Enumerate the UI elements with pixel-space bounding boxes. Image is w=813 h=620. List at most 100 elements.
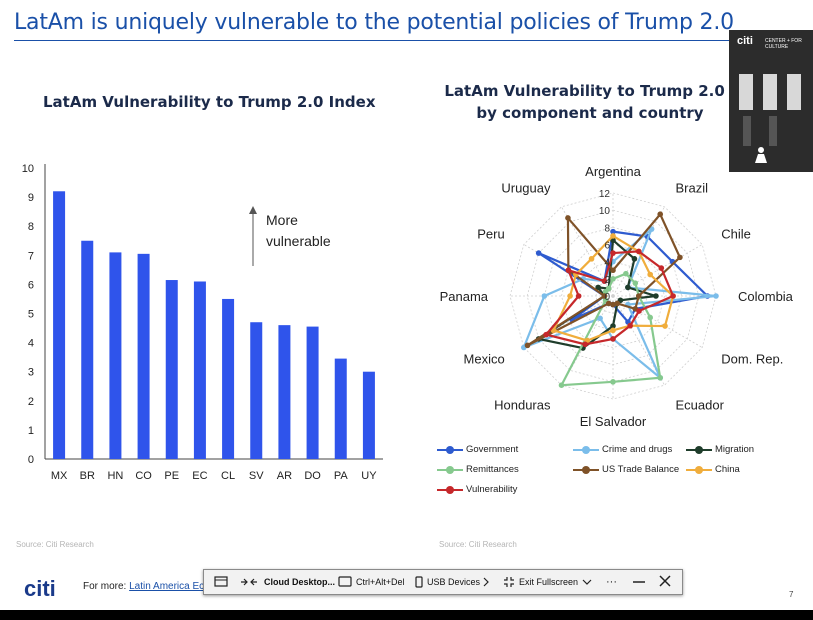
usb-devices-button[interactable]: USB Devices — [427, 577, 481, 587]
legend-label: Government — [466, 444, 519, 455]
x-tick-label: PE — [164, 470, 179, 482]
x-tick-label: PA — [334, 470, 349, 482]
radar-tick-label: 8 — [604, 223, 610, 234]
y-tick-label: 9 — [28, 192, 34, 204]
more-options-button[interactable]: ··· — [606, 576, 617, 588]
chevron-down-icon[interactable] — [581, 570, 593, 594]
legend-item: Remittances — [437, 464, 519, 475]
x-tick-label: UY — [361, 470, 377, 482]
radar-point — [535, 250, 542, 256]
legend-item: China — [686, 464, 740, 475]
radar-point — [610, 267, 616, 274]
radar-point — [635, 248, 642, 255]
radar-grid-ring — [509, 192, 717, 400]
footer-more-prefix: For more: — [83, 581, 130, 592]
bar — [109, 252, 122, 459]
radar-tick-label: 10 — [599, 206, 611, 217]
video-window — [763, 74, 777, 110]
radar-axis-label: Mexico — [464, 352, 505, 367]
radar-point — [582, 341, 588, 348]
radar-point — [601, 278, 608, 284]
radar-grid-ring — [561, 244, 665, 348]
pin-arrows-icon[interactable] — [240, 570, 258, 594]
exit-fullscreen-icon — [504, 577, 514, 587]
radar-tick-label: 4 — [604, 258, 610, 269]
radar-point — [565, 267, 572, 274]
radar-point — [647, 271, 653, 278]
bar — [278, 325, 291, 459]
radar-point — [658, 265, 665, 271]
legend-swatch — [686, 465, 712, 474]
legend-label: Migration — [715, 444, 755, 455]
radar-point — [605, 300, 612, 307]
source-left: Source: Citi Research — [16, 540, 94, 549]
x-tick-label: BR — [80, 470, 95, 482]
arrow-head-icon — [249, 206, 257, 214]
annotation-text-line2: vulnerable — [266, 233, 331, 249]
citi-logo: citi — [24, 576, 56, 601]
radar-tick-label: 12 — [599, 189, 611, 200]
bar — [137, 253, 150, 459]
radar-point — [623, 270, 629, 277]
radar-axis-label: Uruguay — [501, 181, 551, 196]
legend-swatch — [437, 445, 463, 454]
bar — [165, 280, 178, 459]
radar-axis-label: Panama — [440, 289, 489, 304]
radar-point — [610, 228, 616, 235]
radar-point — [632, 280, 639, 286]
radar-point — [636, 308, 642, 314]
legend-item: Crime and drugs — [573, 444, 672, 455]
radar-point — [610, 323, 616, 329]
radar-point — [588, 256, 595, 262]
x-tick-label: CO — [135, 470, 152, 482]
x-tick-label: DO — [304, 470, 321, 482]
page-number: 7 — [789, 590, 794, 599]
radar-axis-label: Honduras — [494, 397, 551, 412]
radar-point — [657, 211, 664, 218]
legend-label: Crime and drugs — [602, 444, 673, 455]
video-window — [787, 74, 801, 110]
legend-label: China — [715, 464, 740, 475]
video-citi-logo: citi — [737, 35, 753, 47]
keyboard-icon — [338, 576, 352, 587]
minimize-icon[interactable] — [632, 570, 646, 594]
video-pillar — [769, 116, 777, 146]
chevron-right-icon[interactable] — [481, 570, 491, 594]
window-icon[interactable] — [214, 570, 228, 594]
radar-title-line2: by component and country — [476, 104, 704, 122]
radar-point — [614, 300, 621, 307]
legend-label: US Trade Balance — [602, 464, 680, 475]
bar — [193, 281, 206, 459]
y-tick-label: 5 — [28, 309, 34, 321]
close-icon[interactable] — [658, 570, 672, 594]
ctrl-alt-del-button[interactable]: Ctrl+Alt+Del — [356, 577, 405, 587]
headline-rule — [14, 40, 746, 41]
radar-point — [653, 293, 659, 299]
legend-label: Remittances — [466, 464, 519, 475]
x-tick-label: EC — [192, 470, 207, 482]
bar — [362, 371, 375, 459]
radar-point — [610, 250, 616, 256]
cloud-desktop-button[interactable]: Cloud Desktop... — [264, 577, 336, 587]
radar-point — [565, 215, 571, 221]
y-tick-label: 6 — [28, 279, 34, 291]
radar-point — [670, 293, 676, 299]
radar-point — [610, 327, 616, 334]
radar-title-line1: LatAm Vulnerability to Trump 2.0 I — [444, 82, 736, 100]
x-tick-label: CL — [221, 470, 235, 482]
legend-swatch — [686, 445, 712, 454]
legend-swatch — [437, 465, 463, 474]
radar-point — [605, 285, 612, 292]
radar-point — [595, 284, 601, 291]
radar-axis-label: Colombia — [738, 289, 794, 304]
radar-point — [543, 331, 549, 338]
footer-more-link[interactable]: Latin America Ec — [129, 581, 205, 592]
radar-point — [635, 293, 642, 299]
video-overlay[interactable]: citi CENTER + FOR CULTURE — [729, 30, 813, 172]
radar-point — [558, 382, 565, 389]
legend-label: Vulnerability — [466, 484, 518, 495]
radar-axis-label: El Salvador — [580, 414, 647, 429]
bar — [222, 298, 235, 459]
radar-tick-label: 0 — [604, 292, 610, 303]
exit-fullscreen-button[interactable]: Exit Fullscreen — [519, 577, 579, 587]
